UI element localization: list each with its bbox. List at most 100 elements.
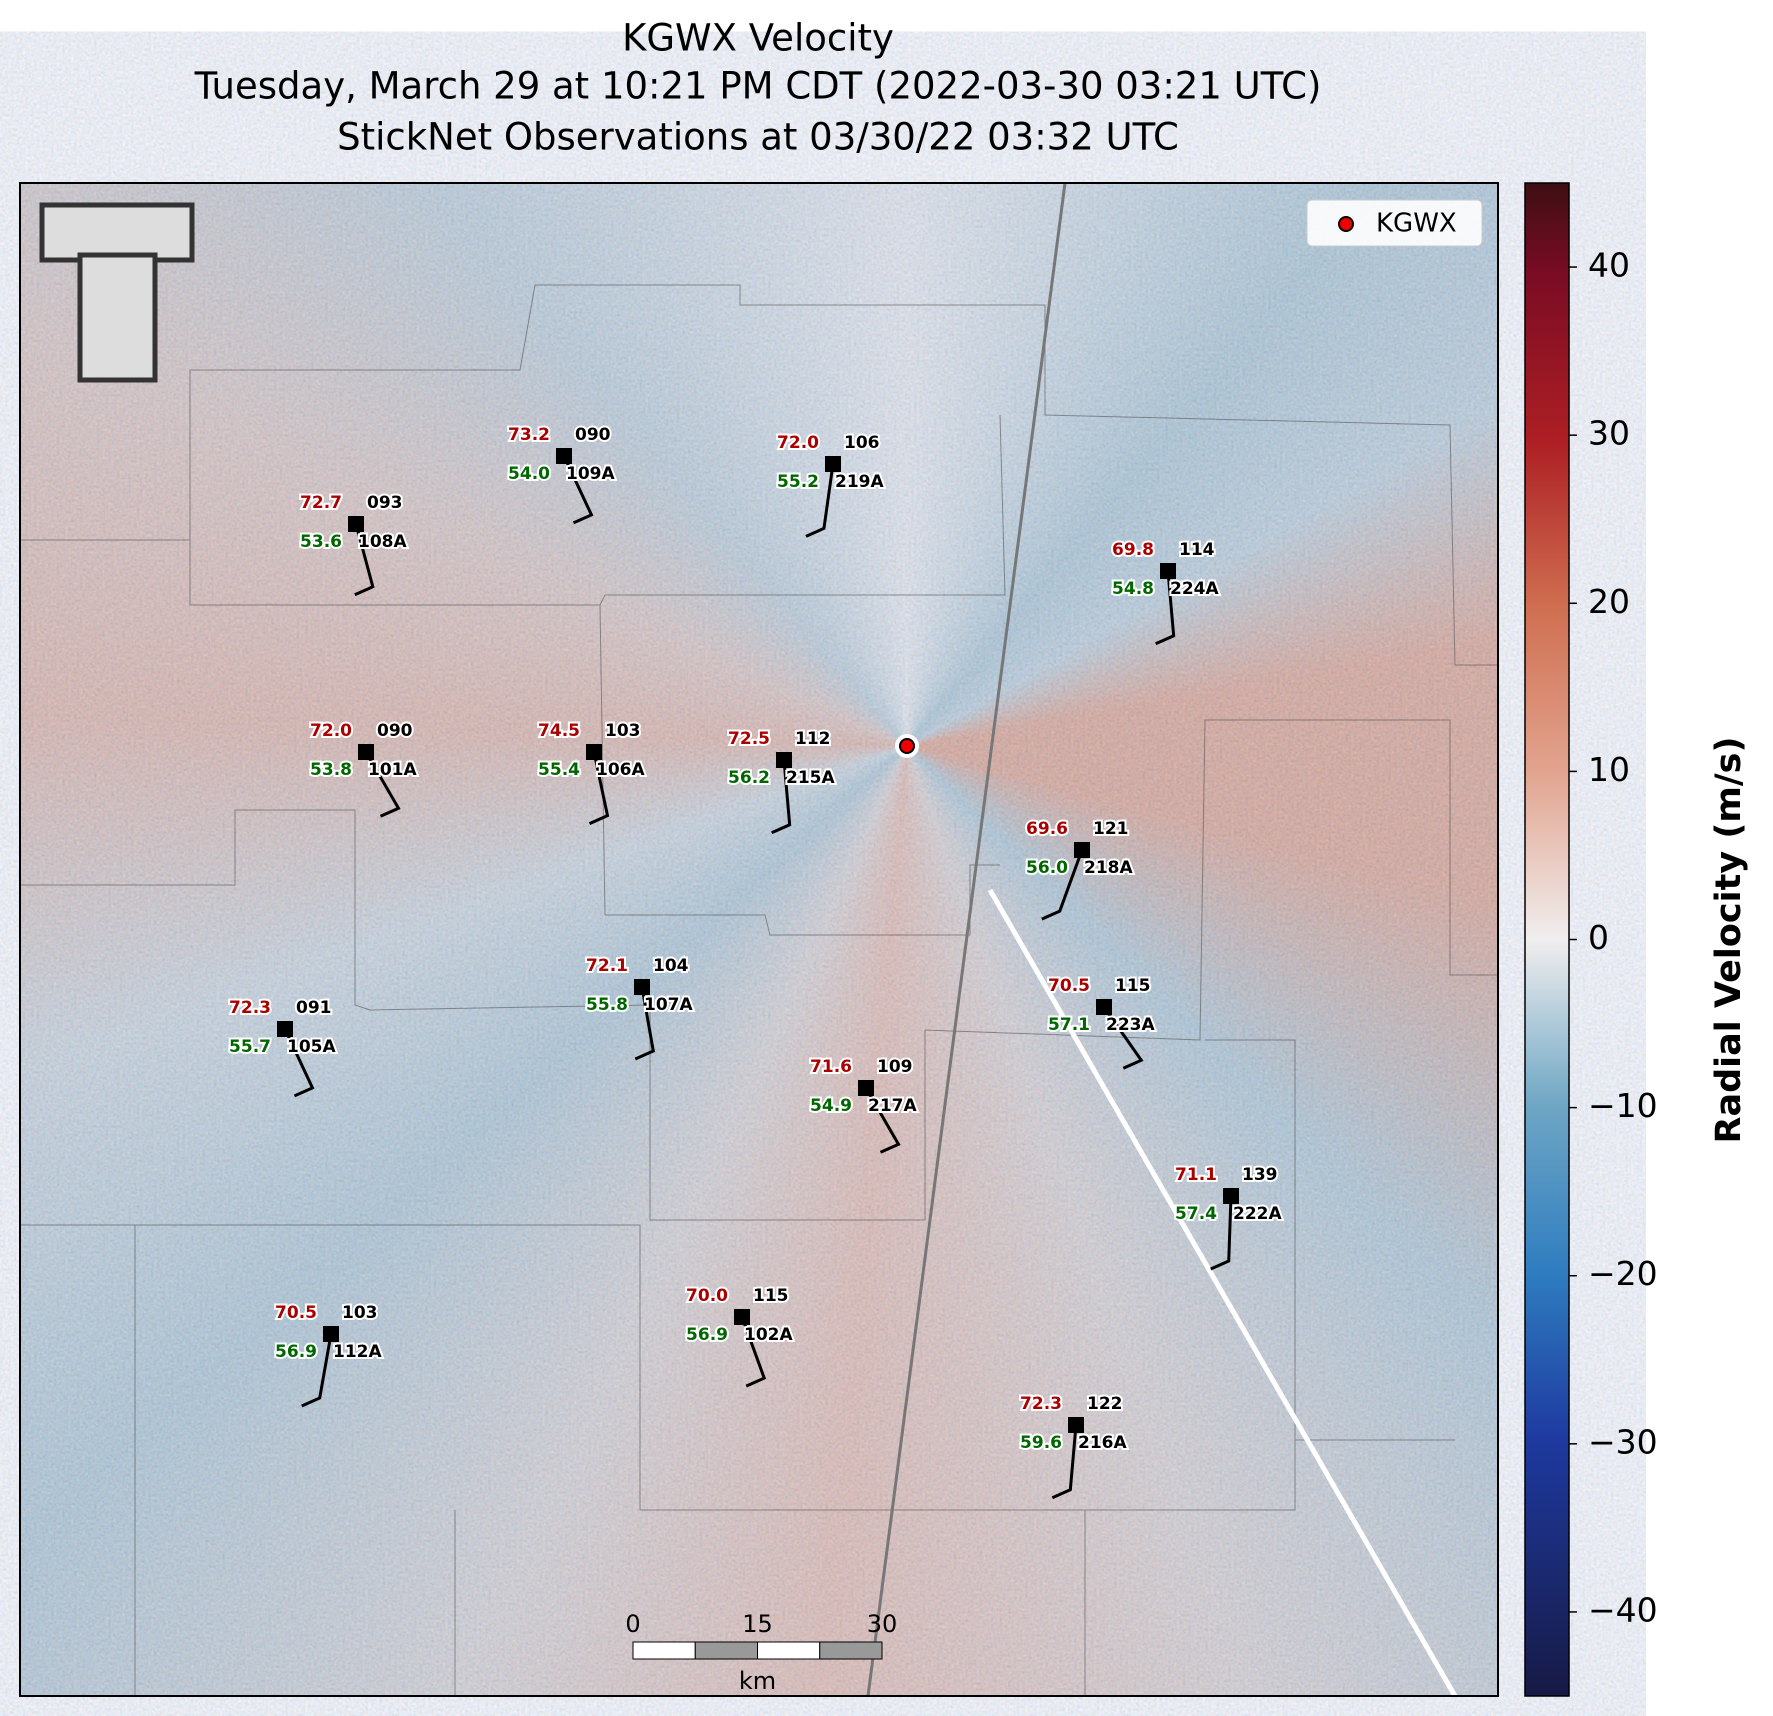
colorbar-label: Radial Velocity (m/s)	[1709, 737, 1749, 1144]
wind-number: 112	[795, 729, 831, 749]
colorbar-tick-label: 0	[1588, 918, 1609, 957]
dewpoint: 54.9	[810, 1096, 852, 1116]
dewpoint: 57.4	[1175, 1204, 1217, 1224]
station-marker	[1068, 1417, 1084, 1433]
wind-number: 090	[575, 425, 611, 445]
wind-number: 091	[296, 998, 332, 1018]
station-marker	[825, 456, 841, 472]
dewpoint: 56.9	[686, 1325, 728, 1345]
temperature: 73.2	[508, 425, 550, 445]
station-id: 112A	[333, 1342, 382, 1362]
temperature: 72.1	[586, 956, 628, 976]
wind-number: 114	[1179, 540, 1215, 560]
station-marker	[1096, 999, 1112, 1015]
wind-barb	[634, 986, 655, 1061]
wind-number: 093	[367, 493, 403, 513]
wind-number: 103	[342, 1303, 378, 1323]
colorbar	[1524, 182, 1570, 1697]
station-id: 106A	[596, 760, 645, 780]
dewpoint: 56.2	[728, 768, 770, 788]
wind-number: 115	[1115, 976, 1151, 996]
wind-barb	[1041, 849, 1084, 921]
legend: KGWX	[1306, 199, 1483, 247]
station-marker	[1074, 842, 1090, 858]
temperature: 69.6	[1026, 819, 1068, 839]
station-marker	[858, 1080, 874, 1096]
dewpoint: 56.0	[1026, 858, 1068, 878]
station-id: 223A	[1106, 1015, 1155, 1035]
station-id: 105A	[287, 1037, 336, 1057]
dewpoint: 53.6	[300, 532, 342, 552]
wind-barb	[283, 1028, 315, 1098]
temperature: 74.5	[538, 721, 580, 741]
station-marker	[586, 744, 602, 760]
colorbar-tick-label: 20	[1588, 582, 1630, 621]
wind-barb	[1102, 1006, 1144, 1070]
wind-barb	[1155, 570, 1176, 646]
wind-barb	[864, 1087, 901, 1154]
dewpoint: 57.1	[1048, 1015, 1090, 1035]
wind-barb	[1210, 1195, 1233, 1271]
dewpoint: 54.0	[508, 464, 550, 484]
wind-number: 090	[377, 721, 413, 741]
dewpoint: 55.2	[777, 472, 819, 492]
colorbar-tick-label: −30	[1588, 1422, 1658, 1461]
scale-label: 0	[625, 1610, 640, 1638]
temperature: 70.0	[686, 1286, 728, 1306]
station-id: 107A	[644, 995, 693, 1015]
colorbar-tick-label: −40	[1588, 1590, 1658, 1629]
station-id: 222A	[1233, 1204, 1282, 1224]
scale-unit: km	[739, 1667, 776, 1695]
station-id: 109A	[566, 464, 615, 484]
wind-number: 103	[605, 721, 641, 741]
wind-number: 106	[844, 433, 880, 453]
logo	[39, 202, 195, 383]
station-id: 215A	[786, 768, 835, 788]
colorbar-tick-label: 10	[1588, 750, 1630, 789]
station-id: 101A	[368, 760, 417, 780]
map-frame	[19, 182, 1499, 1697]
temperature: 71.1	[1175, 1165, 1217, 1185]
wind-number: 104	[653, 956, 689, 976]
wind-barb	[354, 523, 375, 597]
wind-barb	[740, 1316, 767, 1388]
dewpoint: 55.4	[538, 760, 580, 780]
wind-number: 122	[1087, 1394, 1123, 1414]
radar-site	[899, 738, 915, 754]
temperature: 72.5	[728, 729, 770, 749]
station-marker	[776, 752, 792, 768]
scale-segment	[694, 1641, 758, 1660]
wind-barb	[364, 751, 401, 818]
station-id: 217A	[868, 1096, 917, 1116]
station-marker	[277, 1021, 293, 1037]
colorbar-tick-label: 30	[1588, 414, 1630, 453]
colorbar-tick-label: −20	[1588, 1254, 1658, 1293]
dewpoint: 59.6	[1020, 1433, 1062, 1453]
wind-number: 115	[753, 1286, 789, 1306]
temperature: 71.6	[810, 1057, 852, 1077]
temperature: 72.3	[1020, 1394, 1062, 1414]
station-id: 108A	[358, 532, 407, 552]
scale-segment	[819, 1641, 883, 1660]
scale-label: 15	[742, 1610, 773, 1638]
subtitle: StickNet Observations at 03/30/22 03:32 …	[337, 116, 1179, 159]
temperature: 69.8	[1112, 540, 1154, 560]
scale-label: 30	[867, 1610, 898, 1638]
wind-barb	[301, 1333, 333, 1408]
dewpoint: 55.7	[229, 1037, 271, 1057]
station-id: 102A	[744, 1325, 793, 1345]
title: KGWX Velocity	[622, 17, 894, 60]
wind-barb	[588, 751, 610, 825]
wind-number: 109	[877, 1057, 913, 1077]
station-marker	[634, 979, 650, 995]
station-id: 218A	[1084, 858, 1133, 878]
station-marker	[358, 744, 374, 760]
wind-barb	[1051, 1424, 1078, 1500]
dewpoint: 54.8	[1112, 579, 1154, 599]
county-lines	[20, 284, 1498, 1696]
station-id: 216A	[1078, 1433, 1127, 1453]
radar-noise	[20, 183, 1498, 1696]
wind-barb	[771, 759, 792, 835]
